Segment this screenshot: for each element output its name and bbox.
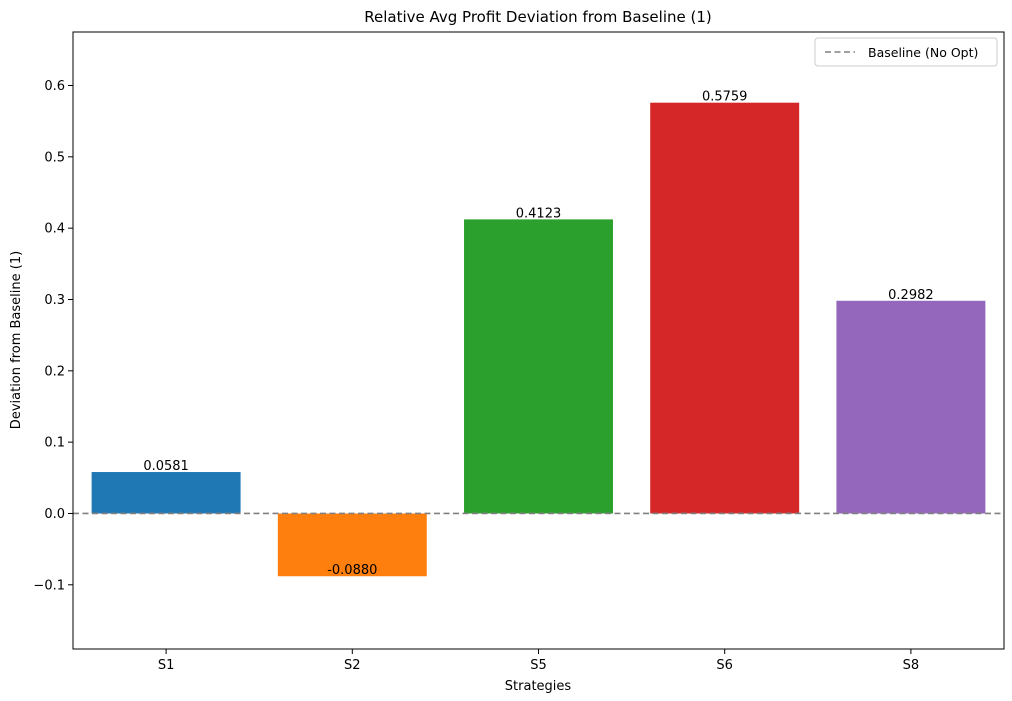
y-tick-label: 0.6 [44,79,65,94]
value-label-s6: 0.5759 [702,90,748,105]
bar-s5 [464,219,613,514]
y-axis: −0.1 0.0 0.1 0.2 0.3 0.4 0.5 0.6 [33,79,73,593]
bars-group [91,102,986,577]
x-tick-label-s1: S1 [158,658,175,673]
value-label-s5: 0.4123 [516,206,562,221]
bar-s8 [836,300,986,514]
value-label-s8: 0.2982 [888,288,934,303]
legend-box [814,37,998,67]
x-axis-title: Strategies [505,679,572,694]
y-tick-label: −0.1 [33,578,65,593]
x-tick-label-s2: S2 [344,658,361,673]
x-tick-label-s5: S5 [530,658,547,673]
y-tick-label: 0.2 [44,364,65,379]
y-tick-label: 0.5 [44,150,65,165]
x-tick-label-s8: S8 [903,658,920,673]
y-tick-label: 0.3 [44,293,65,308]
bar-s6 [650,102,800,514]
chart-title: Relative Avg Profit Deviation from Basel… [364,8,712,26]
value-label-s1: 0.0581 [143,459,189,474]
x-axis: S1 S2 S5 S6 S8 [158,649,919,673]
bar-s2 [277,513,427,577]
y-tick-label: 0.4 [44,222,65,237]
y-axis-title: Deviation from Baseline (1) [9,251,24,429]
value-label-s2: -0.0880 [327,563,377,578]
value-labels-group: 0.0581 -0.0880 0.4123 0.5759 0.2982 [143,90,933,579]
legend: Baseline (No Opt) [814,37,998,67]
y-tick-label: 0.0 [44,507,65,522]
x-tick-label-s6: S6 [716,658,733,673]
y-tick-label: 0.1 [44,436,65,451]
bar-s1 [91,472,241,514]
legend-entry-baseline: Baseline (No Opt) [868,45,978,60]
